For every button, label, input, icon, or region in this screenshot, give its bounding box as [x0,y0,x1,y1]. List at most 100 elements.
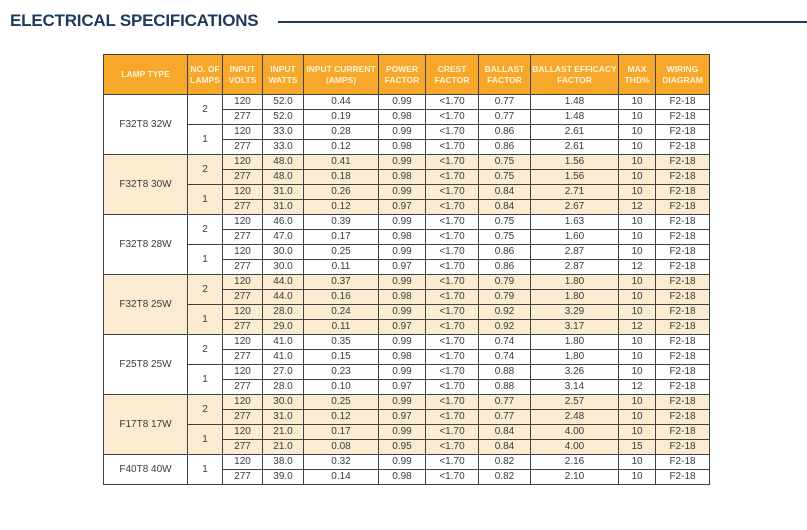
lamp-count-cell: 1 [187,424,223,455]
spec-value-cell: 0.74 [478,334,531,350]
table-row: 277 31.0 0.12 0.97 <1.70 0.84 2.67 12 F2-18 [104,199,710,215]
spec-value-cell: 0.39 [303,214,379,230]
spec-value-cell: 120 [222,364,263,380]
spec-value-cell: 10 [618,274,656,290]
spec-value-cell: F2-18 [655,94,710,110]
column-header: MAX THD% [618,54,656,95]
lamp-count-cell: 2 [187,274,223,305]
table-row: F32T8 32W 2 120 52.0 0.44 0.99 <1.70 0.77 1.48 10… [103,94,710,155]
spec-value-cell: 277 [222,319,263,335]
spec-value-cell: 0.35 [303,334,379,350]
spec-value-cell: F2-18 [655,244,710,260]
spec-value-cell: 0.26 [303,184,379,200]
spec-value-cell: 0.98 [378,139,426,155]
spec-value-cell: 0.77 [478,409,531,425]
lamp-type-cell: F25T8 25W [103,334,188,395]
spec-value-cell: 0.12 [303,199,379,215]
spec-value-cell: 277 [222,409,263,425]
spec-value-cell: 0.86 [478,139,531,155]
page-header: ELECTRICAL SPECIFICATIONS [0,0,807,32]
table-row: 1 120 31.0 0.26 0.99 <1.70 0.84 2.71 10 F2-18 [104,184,710,215]
spec-value-cell: 0.11 [303,259,379,275]
spec-value-cell: F2-18 [655,259,710,275]
spec-value-cell: 277 [222,379,263,395]
spec-value-cell: 10 [618,394,656,410]
table-row: 277 41.0 0.15 0.98 <1.70 0.74 1.80 10 F2-18 [104,349,710,365]
spec-value-cell: 0.32 [303,454,379,470]
spec-value-cell: 10 [618,334,656,350]
spec-value-cell: <1.70 [425,394,479,410]
spec-value-cell: 0.99 [378,394,426,410]
lamp-count-cell: 1 [187,124,223,155]
spec-value-cell: <1.70 [425,169,479,185]
spec-value-cell: 1.60 [530,229,619,245]
lamp-count-cell: 2 [187,94,223,125]
spec-value-cell: 4.00 [530,439,619,455]
table-header: LAMP TYPE NO. OF LAMPS INPUT VOLTS INPUT WA… [103,54,710,95]
spec-value-cell: 0.99 [378,274,426,290]
spec-value-cell: 120 [222,214,263,230]
spec-value-cell: 3.17 [530,319,619,335]
spec-value-cell: 10 [618,94,656,110]
spec-value-cell: 0.98 [378,109,426,125]
spec-value-cell: 10 [618,229,656,245]
table-row: 277 33.0 0.12 0.98 <1.70 0.86 2.61 10 F2-18 [104,139,710,155]
spec-value-cell: 0.28 [303,124,379,140]
spec-value-cell: 1.56 [530,154,619,170]
spec-value-cell: 10 [618,349,656,365]
table-row: F25T8 25W 2 120 41.0 0.35 0.99 <1.70 0.74 1.80 10… [103,334,710,395]
column-header: POWER FACTOR [378,54,426,95]
spec-value-cell: 0.97 [378,409,426,425]
spec-value-cell: 10 [618,154,656,170]
table-row: F32T8 25W 2 120 44.0 0.37 0.99 <1.70 0.79 1.80 10… [103,274,710,335]
spec-value-cell: 0.82 [478,454,531,470]
spec-value-cell: 10 [618,304,656,320]
spec-value-cell: <1.70 [425,469,479,485]
spec-value-cell: 0.17 [303,424,379,440]
lamp-count-cell: 2 [187,334,223,365]
spec-value-cell: 277 [222,109,263,125]
column-header: LAMP TYPE [103,54,188,95]
spec-value-cell: F2-18 [655,289,710,305]
lamp-type-cell: F32T8 28W [103,214,188,275]
spec-value-cell: 0.97 [378,259,426,275]
lamp-type-cell: F32T8 32W [103,94,188,155]
spec-value-cell: 48.0 [262,169,304,185]
spec-value-cell: 52.0 [262,109,304,125]
spec-value-cell: 27.0 [262,364,304,380]
spec-value-cell: 0.99 [378,424,426,440]
spec-value-cell: 21.0 [262,424,304,440]
spec-value-cell: <1.70 [425,94,479,110]
spec-value-cell: F2-18 [655,334,710,350]
spec-value-cell: 0.11 [303,319,379,335]
spec-value-cell: 2.87 [530,244,619,260]
spec-value-cell: <1.70 [425,319,479,335]
table-row: 1 120 28.0 0.24 0.99 <1.70 0.92 3.29 10 F2-18 [104,304,710,335]
spec-value-cell: 0.99 [378,244,426,260]
spec-value-cell: 10 [618,139,656,155]
spec-value-cell: 0.24 [303,304,379,320]
spec-value-cell: F2-18 [655,139,710,155]
spec-value-cell: <1.70 [425,439,479,455]
spec-value-cell: 0.88 [478,379,531,395]
spec-value-cell: F2-18 [655,364,710,380]
spec-value-cell: 46.0 [262,214,304,230]
spec-value-cell: 10 [618,289,656,305]
spec-value-cell: 0.19 [303,109,379,125]
spec-value-cell: 2.71 [530,184,619,200]
spec-value-cell: 10 [618,169,656,185]
column-header: BALLAST FACTOR [478,54,531,95]
spec-value-cell: <1.70 [425,229,479,245]
spec-value-cell: 0.99 [378,304,426,320]
spec-value-cell: <1.70 [425,259,479,275]
spec-value-cell: 120 [222,244,263,260]
spec-value-cell: 33.0 [262,124,304,140]
spec-value-cell: 0.99 [378,454,426,470]
spec-value-cell: 120 [222,154,263,170]
spec-value-cell: 0.75 [478,154,531,170]
spec-value-cell: 39.0 [262,469,304,485]
spec-value-cell: 41.0 [262,334,304,350]
spec-value-cell: F2-18 [655,229,710,245]
spec-value-cell: 0.17 [303,229,379,245]
spec-value-cell: 31.0 [262,409,304,425]
